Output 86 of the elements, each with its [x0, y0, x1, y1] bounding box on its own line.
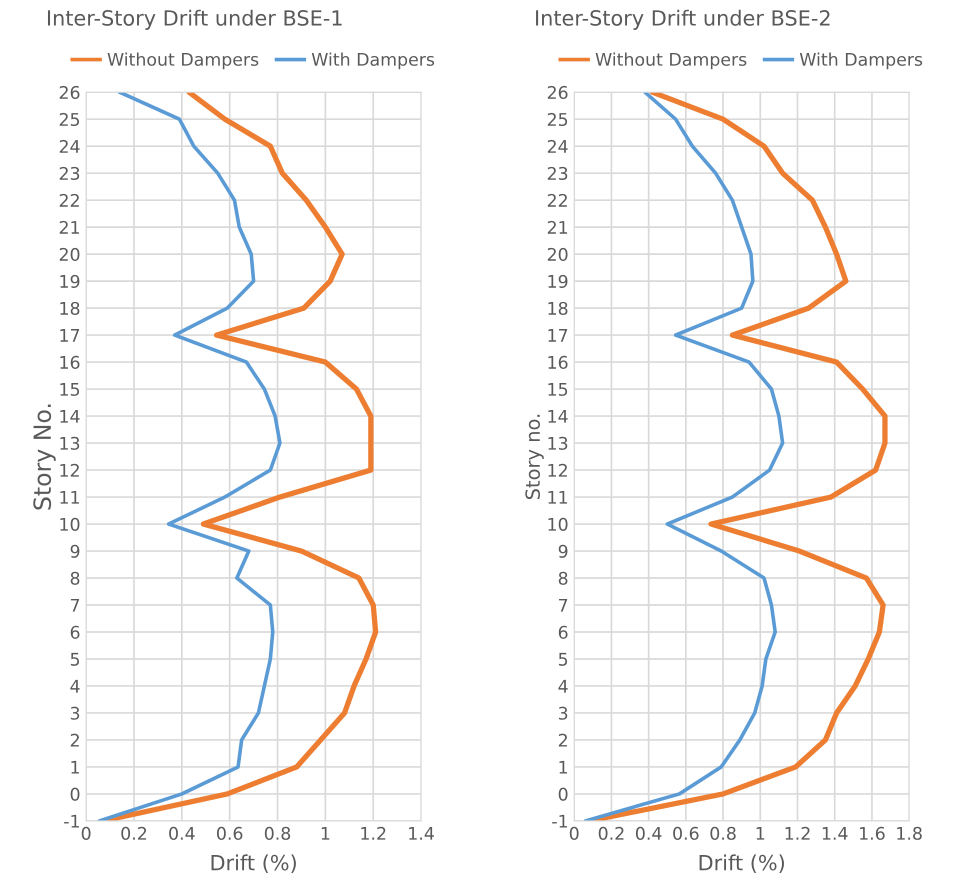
y-tick-label: 10	[60, 518, 80, 531]
y-tick-label: 7	[559, 598, 568, 612]
x-axis-title: Drift (%)	[212, 854, 296, 873]
y-tick-label: 14	[60, 410, 80, 423]
x-tick-label: 0	[570, 826, 579, 840]
y-tick-label: 16	[548, 356, 568, 369]
y-tick-label: 12	[548, 464, 567, 477]
y-tick-label: 14	[548, 410, 568, 423]
y-tick-label: 26	[60, 86, 80, 100]
x-tick-label: 1.6	[860, 826, 885, 840]
x-tick-label: 1	[322, 827, 330, 840]
y-tick-label: 11	[60, 490, 79, 504]
chart-title: Inter-Story Drift under BSE-1	[48, 10, 342, 30]
x-tick-label: 0.4	[169, 826, 195, 840]
x-tick-label: 0.8	[264, 826, 290, 840]
legend-label: Without Dampers	[108, 52, 258, 70]
y-axis-title: Story no.	[525, 414, 544, 500]
x-tick-label: 1.2	[786, 826, 810, 840]
y-tick-label: 3	[558, 706, 568, 720]
y-tick-label: 5	[558, 652, 568, 666]
line-series	[584, 92, 784, 821]
y-tick-label: 2	[70, 734, 79, 747]
y-tick-label: 5	[70, 652, 80, 666]
y-tick-label: 25	[60, 112, 80, 126]
x-tick-label: 0.2	[121, 826, 146, 840]
x-tick-label: 1.4	[409, 827, 434, 840]
y-tick-label: 11	[548, 490, 568, 504]
y-tick-label: 10	[548, 518, 568, 531]
x-tick-label: 1.8	[897, 826, 922, 840]
y-tick-label: 19	[60, 274, 80, 288]
y-tick-label: 18	[548, 302, 568, 315]
y-tick-label: 15	[548, 383, 568, 396]
y-tick-label: 6	[70, 626, 80, 639]
y-axis-title: Story No.	[33, 404, 56, 510]
y-tick-label: 4	[558, 680, 568, 693]
y-tick-label: 12	[60, 464, 79, 477]
y-tick-label: 19	[548, 274, 568, 288]
x-tick-label: 1.2	[361, 826, 386, 840]
y-tick-label: 26	[548, 86, 568, 100]
y-tick-label: 1	[560, 760, 568, 774]
y-tick-label: 24	[548, 140, 568, 153]
y-tick-label: 22	[548, 194, 567, 207]
y-tick-label: 16	[60, 356, 80, 369]
y-tick-label: 24	[60, 140, 80, 153]
y-tick-label: 21	[60, 220, 79, 234]
y-tick-label: 25	[548, 112, 568, 126]
y-tick-label: 15	[60, 383, 80, 396]
y-tick-label: 9	[558, 544, 568, 558]
y-tick-label: 17	[60, 329, 80, 342]
legend-label: Without Dampers	[596, 52, 746, 70]
y-tick-label: 20	[548, 248, 568, 261]
line-series	[97, 92, 282, 821]
x-tick-label: 1	[756, 827, 764, 840]
x-tick-label: 0	[82, 826, 90, 840]
x-axis-title: Drift (%)	[700, 854, 784, 873]
y-tick-label: 4	[70, 680, 80, 693]
x-tick-label: 0.2	[598, 826, 624, 840]
y-tick-label: 22	[60, 194, 79, 207]
legend-label: With Dampers	[312, 52, 434, 70]
x-tick-label: 0.4	[636, 826, 662, 840]
y-tick-label: 23	[60, 166, 80, 180]
y-tick-label: 3	[70, 706, 80, 720]
x-tick-label: 1.4	[822, 827, 848, 840]
x-tick-label: 0.6	[673, 826, 699, 840]
y-tick-label: 21	[548, 220, 568, 234]
y-tick-label: 8	[558, 572, 568, 585]
y-tick-label: -1	[552, 814, 568, 828]
y-tick-label: 23	[548, 166, 568, 180]
y-tick-label: 13	[548, 436, 568, 450]
y-tick-label: 0	[558, 788, 568, 801]
x-tick-label: 0.8	[710, 826, 736, 840]
y-tick-label: 6	[558, 626, 568, 639]
y-tick-label: 7	[70, 598, 80, 612]
x-tick-label: 0.6	[217, 826, 242, 840]
y-tick-label: 20	[60, 248, 80, 261]
chart-title: Inter-Story Drift under BSE-2	[536, 10, 830, 30]
y-tick-label: 17	[548, 329, 568, 342]
y-tick-label: 1	[71, 760, 79, 774]
y-tick-label: 13	[60, 436, 80, 450]
y-tick-label: 2	[558, 734, 567, 747]
y-tick-label: 0	[70, 788, 80, 801]
y-tick-label: 8	[70, 572, 80, 585]
y-tick-label: 9	[70, 544, 80, 558]
y-tick-label: 18	[60, 302, 80, 315]
legend-label: With Dampers	[800, 52, 922, 70]
y-tick-label: -1	[64, 814, 79, 828]
